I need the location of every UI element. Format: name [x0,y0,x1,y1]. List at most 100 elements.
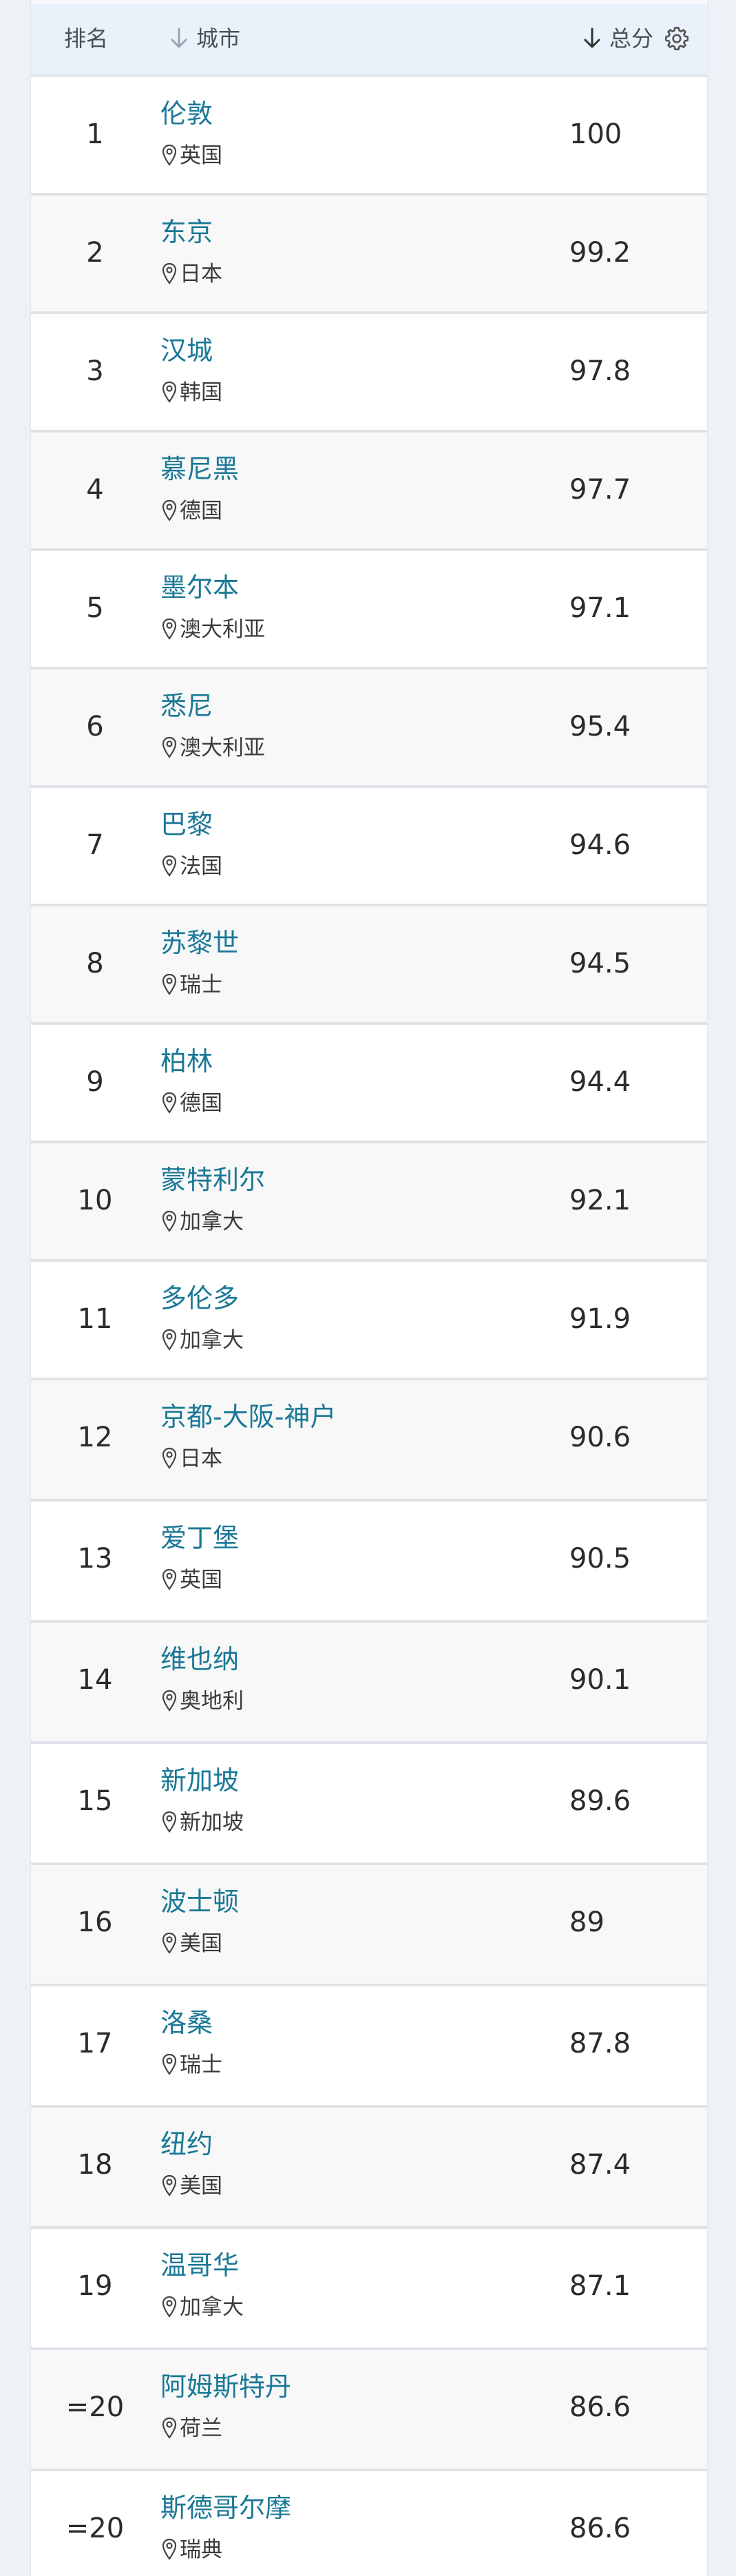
city-link[interactable]: 悉尼 [160,691,213,721]
location-pin-icon [160,2416,178,2441]
rank-cell: 7 [86,829,104,861]
score-cell: 90.5 [569,1543,631,1575]
country-label: 加拿大 [180,2295,244,2320]
country-cell: 荷兰 [160,2413,222,2444]
country-cell: 德国 [160,1088,222,1119]
country-label: 奥地利 [180,1689,244,1714]
location-pin-icon [160,736,178,760]
country-label: 德国 [180,499,222,523]
rank-cell: 11 [77,1303,113,1335]
rank-cell: 14 [77,1664,113,1696]
rank-cell: 16 [77,1907,113,1938]
country-cell: 日本 [160,1444,222,1474]
table-row: 19 温哥华 加拿大 87.1 [31,2229,707,2350]
city-link[interactable]: 阿姆斯特丹 [160,2371,292,2402]
location-pin-icon [160,617,178,642]
location-pin-icon [160,499,178,523]
country-label: 瑞士 [180,973,222,997]
location-pin-icon [160,380,178,405]
country-label: 加拿大 [180,1328,244,1353]
country-cell: 加拿大 [160,1207,244,1237]
city-link[interactable]: 巴黎 [160,809,213,840]
column-header-rank[interactable]: 排名 [64,25,108,52]
country-cell: 瑞士 [160,2050,222,2080]
city-link[interactable]: 苏黎世 [160,928,240,958]
city-link[interactable]: 东京 [160,217,213,247]
table-body: 1 伦敦 英国 100 2 东京 日本 99.2 3 [31,77,707,2576]
location-pin-icon [160,1568,178,1592]
country-cell: 新加坡 [160,1807,244,1838]
ranking-table: 排名 城市 总分 1 [30,0,708,2576]
country-label: 法国 [180,854,222,879]
city-link[interactable]: 洛桑 [160,2008,213,2038]
table-row: 14 维也纳 奥地利 90.1 [31,1623,707,1744]
country-cell: 奥地利 [160,1686,244,1716]
city-link[interactable]: 慕尼黑 [160,454,240,484]
column-header-score[interactable]: 总分 [582,25,691,52]
city-link[interactable]: 墨尔本 [160,572,240,603]
rank-cell: =20 [65,2391,125,2423]
country-cell: 美国 [160,2171,222,2201]
location-pin-icon [160,2053,178,2077]
country-cell: 法国 [160,851,222,882]
score-cell: 97.1 [569,592,631,624]
city-link[interactable]: 斯德哥尔摩 [160,2493,292,2523]
table-row: 6 悉尼 澳大利亚 95.4 [31,669,707,788]
location-pin-icon [160,973,178,997]
city-link[interactable]: 波士顿 [160,1887,240,1917]
country-cell: 澳大利亚 [160,733,265,763]
score-cell: 89 [569,1907,604,1938]
city-link[interactable]: 伦敦 [160,98,213,129]
score-cell: 95.4 [569,711,631,742]
city-link[interactable]: 温哥华 [160,2250,240,2281]
country-label: 新加坡 [180,1810,244,1835]
table-row: 11 多伦多 加拿大 91.9 [31,1262,707,1380]
table-row: 5 墨尔本 澳大利亚 97.1 [31,551,707,669]
country-cell: 德国 [160,496,222,526]
rank-cell: 17 [77,2028,113,2059]
country-label: 韩国 [180,380,222,405]
city-link[interactable]: 维也纳 [160,1644,240,1674]
rank-cell: 2 [86,237,104,269]
rank-cell: 5 [86,592,104,624]
location-pin-icon [160,1446,178,1471]
score-cell: 94.4 [569,1066,631,1098]
country-label: 荷兰 [180,2416,222,2441]
city-link[interactable]: 多伦多 [160,1283,240,1313]
city-link[interactable]: 京都-大阪-神户 [160,1402,337,1432]
score-cell: 90.6 [569,1422,631,1453]
rank-cell: 4 [86,474,104,506]
city-link[interactable]: 纽约 [160,2129,213,2159]
location-pin-icon [160,1810,178,1835]
country-label: 德国 [180,1091,222,1116]
score-cell: 89.6 [569,1785,631,1817]
country-cell: 加拿大 [160,1325,244,1355]
rank-cell: 8 [86,948,104,979]
gear-icon[interactable] [663,25,691,52]
score-cell: 99.2 [569,237,631,269]
score-cell: 87.8 [569,2028,631,2059]
city-link[interactable]: 蒙特利尔 [160,1165,266,1195]
rank-cell: 1 [86,118,104,150]
city-link[interactable]: 新加坡 [160,1765,240,1796]
column-header-city[interactable]: 城市 [169,25,240,52]
country-cell: 加拿大 [160,2292,244,2323]
rank-cell: 19 [77,2270,113,2302]
country-label: 瑞士 [180,2053,222,2077]
rank-cell: 10 [77,1185,113,1216]
arrow-down-icon [582,25,602,52]
score-cell: 87.1 [569,2270,631,2302]
country-label: 瑞典 [180,2537,222,2562]
rank-cell: 3 [86,355,104,387]
city-link[interactable]: 柏林 [160,1046,213,1077]
city-link[interactable]: 汉城 [160,335,213,366]
country-cell: 日本 [160,259,222,289]
country-cell: 英国 [160,141,222,171]
city-link[interactable]: 爱丁堡 [160,1523,240,1553]
location-pin-icon [160,1209,178,1234]
table-row: 12 京都-大阪-神户 日本 90.6 [31,1380,707,1502]
table-row: 13 爱丁堡 英国 90.5 [31,1502,707,1623]
rank-cell: 12 [77,1422,113,1453]
rank-cell: 18 [77,2149,113,2181]
country-label: 美国 [180,2174,222,2199]
